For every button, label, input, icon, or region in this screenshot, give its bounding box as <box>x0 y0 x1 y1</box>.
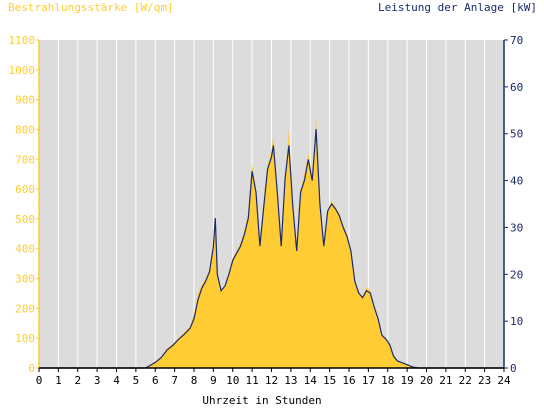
right-tick-label: 30 <box>510 221 523 234</box>
left-tick-label: 1100 <box>9 34 36 47</box>
series-irradiance-area <box>39 117 504 368</box>
x-tick-label: 16 <box>342 374 355 387</box>
x-tick-label: 24 <box>497 374 511 387</box>
left-tick-label: 500 <box>15 213 35 226</box>
x-tick-label: 18 <box>381 374 394 387</box>
x-tick-label: 11 <box>246 374 259 387</box>
x-tick-label: 10 <box>226 374 239 387</box>
x-tick-label: 15 <box>323 374 336 387</box>
left-tick-label: 1000 <box>9 64 36 77</box>
x-axis-label: Uhrzeit in Stunden <box>202 394 321 407</box>
right-tick-label: 0 <box>510 362 517 375</box>
x-tick-label: 6 <box>152 374 159 387</box>
left-tick-label: 800 <box>15 123 35 136</box>
right-tick-label: 20 <box>510 268 523 281</box>
x-tick-label: 22 <box>459 374 472 387</box>
x-tick-label: 20 <box>420 374 433 387</box>
x-tick-label: 19 <box>401 374 414 387</box>
x-tick-label: 7 <box>171 374 178 387</box>
x-tick-label: 3 <box>94 374 101 387</box>
x-tick-label: 14 <box>304 374 318 387</box>
x-tick-label: 1 <box>55 374 62 387</box>
left-tick-label: 400 <box>15 243 35 256</box>
left-tick-label: 600 <box>15 183 35 196</box>
x-tick-label: 0 <box>36 374 43 387</box>
x-tick-label: 4 <box>113 374 120 387</box>
x-tick-label: 9 <box>210 374 217 387</box>
left-axis-title: Bestrahlungsstärke [W/qm] <box>8 1 174 14</box>
left-tick-label: 100 <box>15 332 35 345</box>
left-tick-label: 0 <box>28 362 35 375</box>
left-tick-label: 900 <box>15 94 35 107</box>
left-tick-label: 300 <box>15 273 35 286</box>
right-tick-label: 60 <box>510 81 523 94</box>
x-tick-label: 21 <box>439 374 452 387</box>
left-tick-label: 700 <box>15 153 35 166</box>
x-tick-label: 5 <box>133 374 140 387</box>
x-tick-label: 2 <box>74 374 81 387</box>
x-tick-label: 23 <box>478 374 491 387</box>
right-tick-label: 70 <box>510 34 523 47</box>
right-tick-label: 40 <box>510 175 523 188</box>
x-tick-label: 17 <box>362 374 375 387</box>
x-tick-label: 8 <box>191 374 198 387</box>
right-axis-title: Leistung der Anlage [kW] <box>378 1 537 14</box>
x-tick-label: 13 <box>284 374 297 387</box>
right-tick-label: 50 <box>510 128 523 141</box>
left-tick-label: 200 <box>15 302 35 315</box>
x-tick-label: 12 <box>265 374 278 387</box>
right-tick-label: 10 <box>510 315 523 328</box>
series-power-line <box>39 128 504 369</box>
